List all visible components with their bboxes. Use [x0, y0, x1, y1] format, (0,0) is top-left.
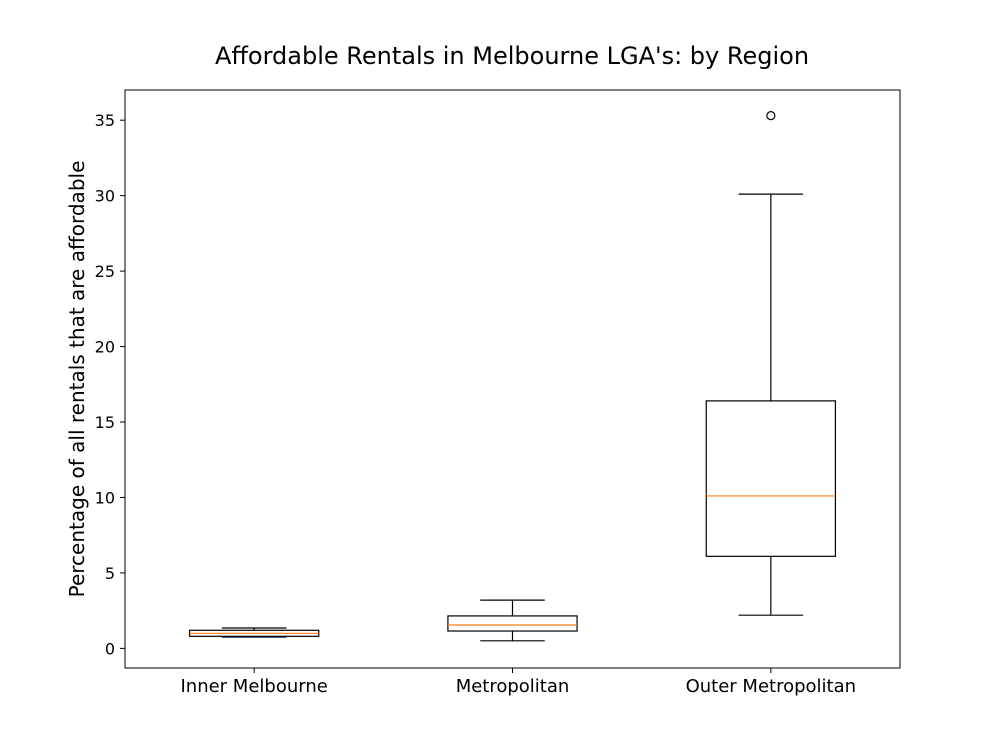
- box-group-2: [705, 111, 837, 616]
- x-axis: Inner Melbourne Metropolitan Outer Metropo…: [180, 668, 856, 697]
- box-iqr: [447, 615, 578, 632]
- y-tick-label: 5: [105, 564, 115, 583]
- y-tick-label: 0: [105, 639, 115, 658]
- y-axis-label: Percentage of all rentals that are affor…: [65, 161, 89, 598]
- box-group-1: [447, 599, 578, 642]
- y-tick-label: 15: [95, 413, 115, 432]
- box-iqr: [705, 400, 837, 557]
- x-tick-label: Inner Melbourne: [180, 676, 327, 697]
- box-group-0: [188, 627, 320, 638]
- y-tick-label: 20: [95, 338, 115, 357]
- outlier-point: [766, 111, 776, 121]
- x-tick-label: Outer Metropolitan: [686, 676, 856, 697]
- plot-frame: [124, 89, 901, 669]
- y-tick-label: 30: [95, 187, 115, 206]
- y-tick-label: 35: [95, 111, 115, 130]
- y-axis: 0 5 10 15 20 25 30 35: [95, 111, 125, 658]
- x-tick-label: Metropolitan: [456, 676, 570, 697]
- chart-title: Affordable Rentals in Melbourne LGA's: b…: [215, 42, 809, 70]
- plot-area: [188, 111, 837, 642]
- y-tick-label: 25: [95, 262, 115, 281]
- y-tick-label: 10: [95, 488, 115, 507]
